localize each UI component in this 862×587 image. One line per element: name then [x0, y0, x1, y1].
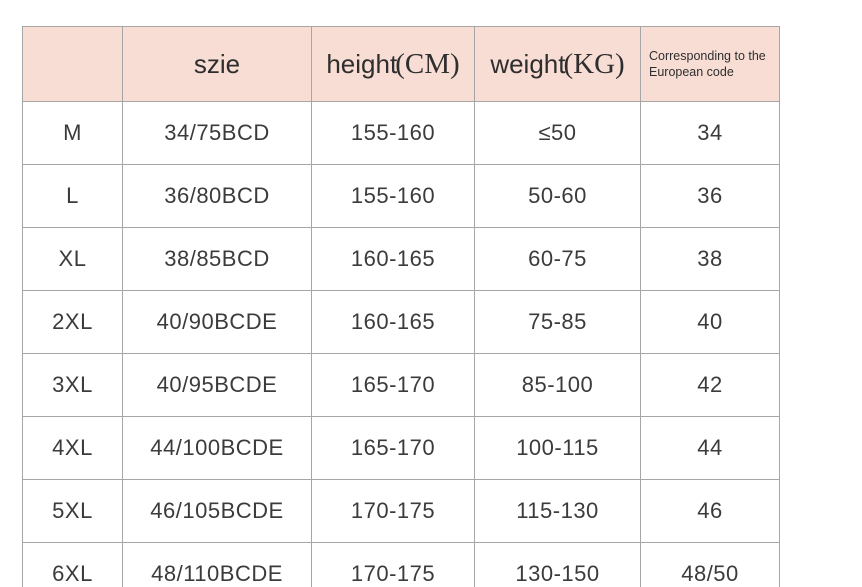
header-size: szie [122, 26, 312, 102]
cell-size-label: M [22, 101, 123, 165]
cell-size-label: XL [22, 227, 123, 291]
table-row: 2XL 40/90BCDE 160-165 75-85 40 [22, 290, 780, 354]
table-row: 4XL 44/100BCDE 165-170 100-115 44 [22, 416, 780, 480]
cell-height: 170-175 [311, 542, 475, 587]
table-row: 6XL 48/110BCDE 170-175 130-150 48/50 [22, 542, 780, 587]
table-body: M 34/75BCD 155-160 ≤50 34 L 36/80BCD 155-160 50-… [22, 101, 780, 587]
cell-size-spec: 38/85BCD [122, 227, 312, 291]
cell-height: 155-160 [311, 101, 475, 165]
table-row: 3XL 40/95BCDE 165-170 85-100 42 [22, 353, 780, 417]
cell-weight: ≤50 [474, 101, 641, 165]
cell-size-spec: 48/110BCDE [122, 542, 312, 587]
header-height-label: height [326, 48, 398, 79]
cell-eu-code: 38 [640, 227, 780, 291]
cell-size-spec: 40/95BCDE [122, 353, 312, 417]
cell-size-label: 2XL [22, 290, 123, 354]
cell-weight: 75-85 [474, 290, 641, 354]
cell-eu-code: 36 [640, 164, 780, 228]
header-weight-label: weight [490, 48, 566, 79]
cell-size-label: 5XL [22, 479, 123, 543]
header-row: szie height(CM) weight(KG) Corresponding… [22, 26, 780, 102]
header-blank [22, 26, 123, 102]
cell-size-spec: 44/100BCDE [122, 416, 312, 480]
cell-size-spec: 40/90BCDE [122, 290, 312, 354]
cell-size-label: 6XL [22, 542, 123, 587]
cell-weight: 130-150 [474, 542, 641, 587]
table-row: XL 38/85BCD 160-165 60-75 38 [22, 227, 780, 291]
cell-height: 160-165 [311, 227, 475, 291]
cell-size-spec: 34/75BCD [122, 101, 312, 165]
cell-height: 165-170 [311, 416, 475, 480]
cell-weight: 100-115 [474, 416, 641, 480]
cell-eu-code: 46 [640, 479, 780, 543]
cell-size-label: 3XL [22, 353, 123, 417]
cell-size-label: L [22, 164, 123, 228]
cell-size-spec: 36/80BCD [122, 164, 312, 228]
cell-eu-code: 48/50 [640, 542, 780, 587]
cell-weight: 85-100 [474, 353, 641, 417]
table-row: M 34/75BCD 155-160 ≤50 34 [22, 101, 780, 165]
header-weight-unit: (KG) [563, 47, 625, 80]
cell-eu-code: 40 [640, 290, 780, 354]
cell-size-label: 4XL [22, 416, 123, 480]
cell-weight: 60-75 [474, 227, 641, 291]
table-row: 5XL 46/105BCDE 170-175 115-130 46 [22, 479, 780, 543]
cell-height: 165-170 [311, 353, 475, 417]
cell-height: 160-165 [311, 290, 475, 354]
cell-eu-code: 42 [640, 353, 780, 417]
cell-eu-code: 44 [640, 416, 780, 480]
cell-eu-code: 34 [640, 101, 780, 165]
cell-height: 155-160 [311, 164, 475, 228]
header-height-unit: (CM) [395, 47, 460, 80]
header-height: height(CM) [311, 26, 475, 102]
cell-weight: 115-130 [474, 479, 641, 543]
cell-size-spec: 46/105BCDE [122, 479, 312, 543]
cell-weight: 50-60 [474, 164, 641, 228]
header-european-code: Corresponding to the European code [640, 26, 780, 102]
cell-height: 170-175 [311, 479, 475, 543]
table-row: L 36/80BCD 155-160 50-60 36 [22, 164, 780, 228]
header-weight: weight(KG) [474, 26, 641, 102]
size-chart-table: szie height(CM) weight(KG) Corresponding… [22, 26, 780, 587]
